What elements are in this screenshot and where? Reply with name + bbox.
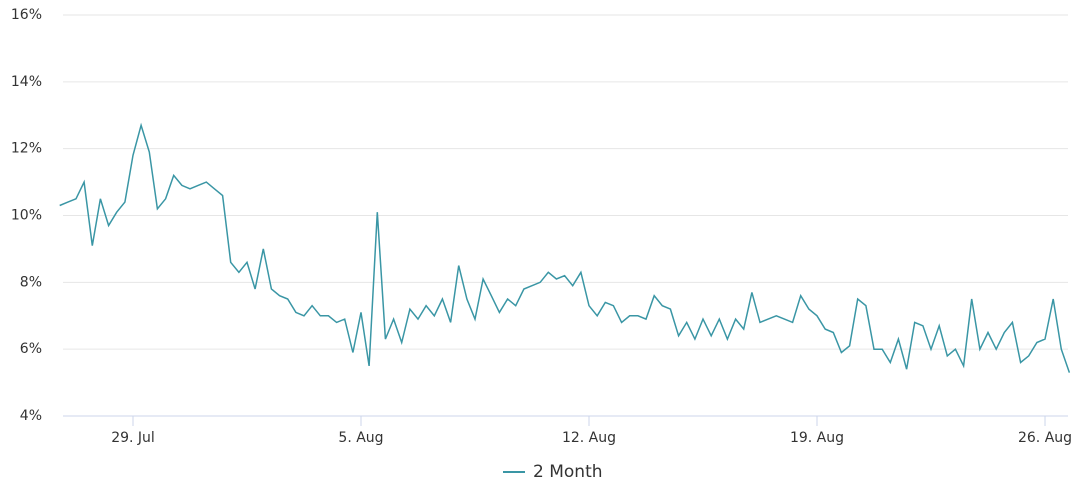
x-tick-label: 29. Jul: [111, 430, 155, 446]
legend-label: 2 Month: [533, 462, 603, 482]
x-tick-label: 19. Aug: [790, 430, 844, 446]
y-tick-label: 4%: [20, 408, 42, 424]
x-tick-label: 5. Aug: [338, 430, 383, 446]
x-tick-label: 26. Aug: [1018, 430, 1072, 446]
y-tick-label: 16%: [11, 7, 42, 23]
y-tick-label: 10%: [11, 208, 42, 224]
x-tick-label: 12. Aug: [562, 430, 616, 446]
y-tick-label: 8%: [20, 274, 42, 290]
y-tick-label: 6%: [20, 341, 42, 357]
line-series: [59, 122, 1071, 373]
y-tick-label: 14%: [11, 74, 42, 90]
y-tick-label: 12%: [11, 141, 42, 157]
